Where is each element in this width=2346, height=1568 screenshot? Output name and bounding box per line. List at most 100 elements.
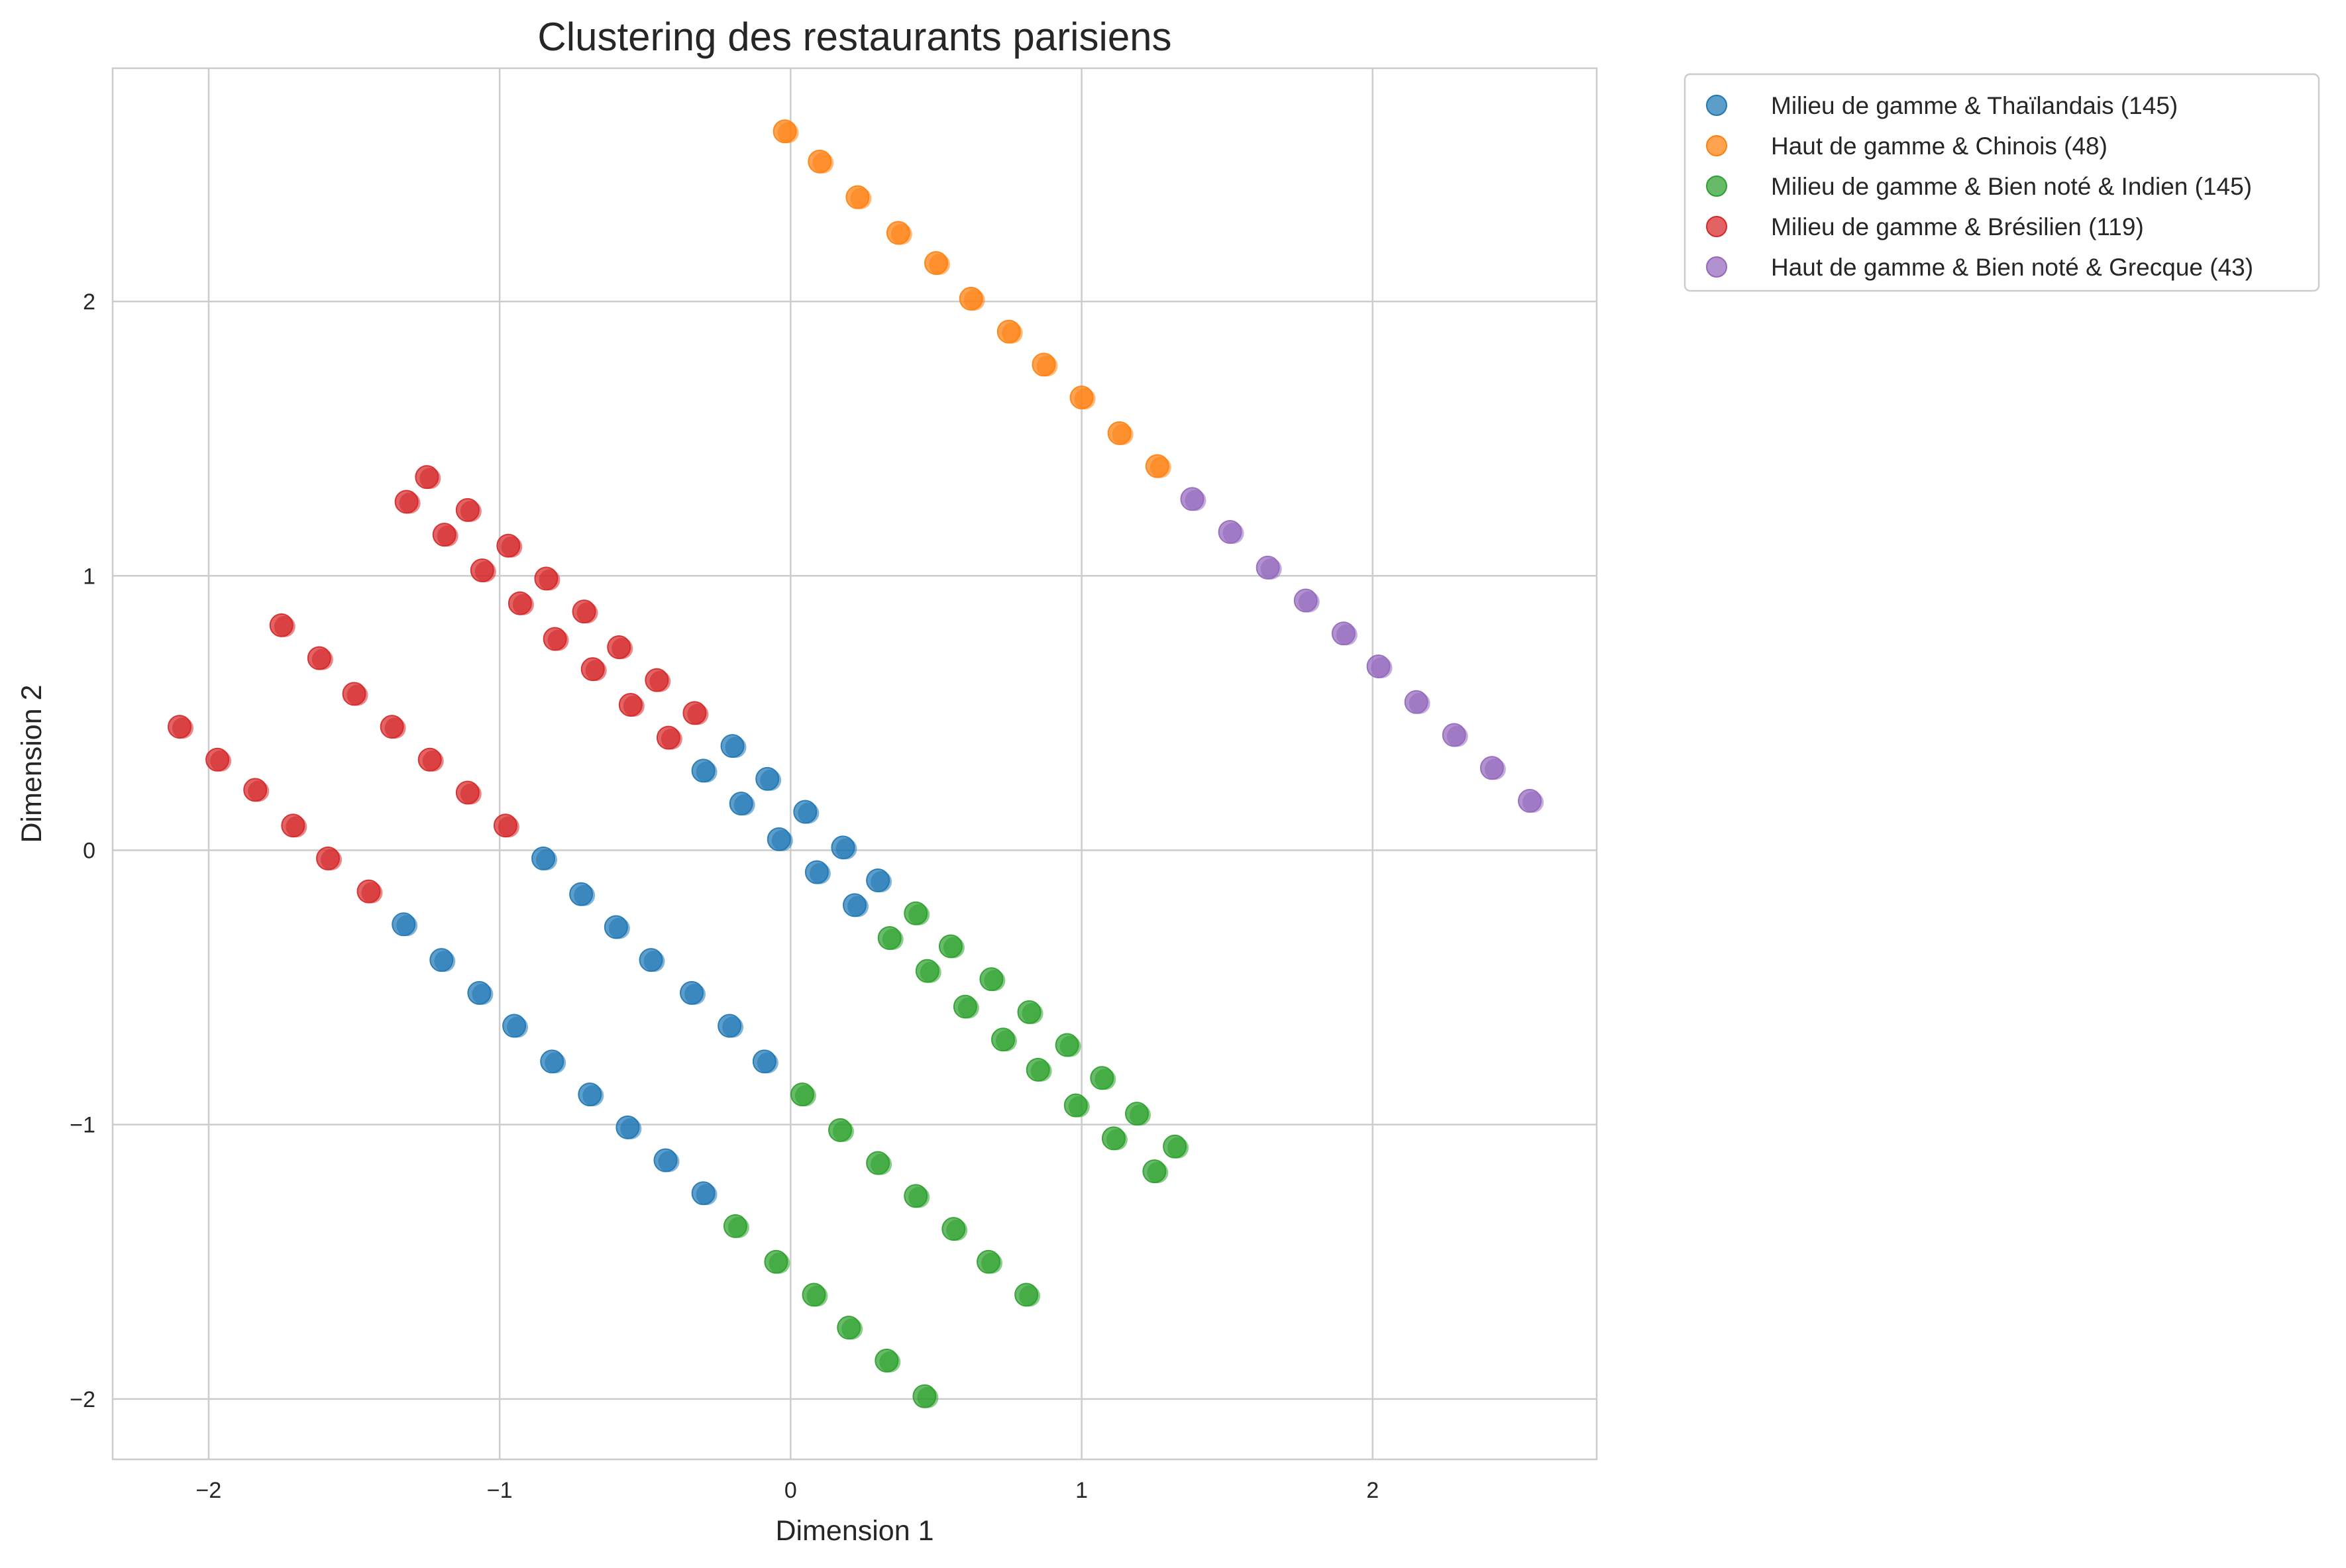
data-point-overlap	[777, 122, 799, 144]
data-point-overlap	[1001, 322, 1023, 344]
data-point-overlap	[879, 1351, 901, 1373]
data-point-overlap	[696, 761, 718, 783]
x-tick-label: −2	[196, 1478, 222, 1503]
data-point-overlap	[539, 569, 560, 591]
data-point-overlap	[1167, 1137, 1189, 1159]
data-point-overlap	[687, 704, 709, 725]
series-4	[1180, 487, 1544, 813]
data-point-overlap	[812, 152, 834, 174]
y-tick-label: −2	[70, 1387, 95, 1412]
data-point-overlap	[725, 737, 747, 758]
data-point-overlap	[890, 223, 912, 245]
data-point-overlap	[1409, 692, 1430, 714]
data-point-overlap	[501, 536, 523, 558]
data-point-overlap	[286, 816, 307, 838]
legend-marker	[1706, 135, 1727, 156]
data-point-overlap	[684, 983, 706, 1005]
data-point-overlap	[727, 1216, 749, 1238]
data-point-overlap	[722, 1016, 744, 1038]
data-point-overlap	[545, 1052, 566, 1074]
y-tick-label: 1	[83, 564, 95, 589]
grid	[113, 68, 1597, 1459]
data-point-overlap	[835, 838, 857, 860]
data-point-overlap	[794, 1085, 816, 1107]
data-point-overlap	[576, 602, 598, 624]
data-point-overlap	[1484, 758, 1506, 780]
data-point-overlap	[434, 951, 456, 972]
data-point-overlap	[460, 783, 482, 805]
data-point-overlap	[399, 492, 421, 514]
data-point-overlap	[882, 929, 904, 951]
data-point-overlap	[908, 1186, 930, 1208]
data-point-overlap	[1222, 523, 1244, 544]
legend-label: Milieu de gamme & Thaïlandais (145)	[1771, 92, 2178, 119]
data-point-overlap	[547, 629, 569, 651]
data-point-overlap	[833, 1120, 855, 1142]
data-point-overlap	[1022, 1002, 1043, 1024]
data-point-overlap	[643, 951, 665, 972]
data-point-overlap	[210, 750, 232, 772]
data-point-overlap	[472, 983, 494, 1005]
data-point-overlap	[248, 780, 270, 802]
data-point-overlap	[321, 849, 343, 870]
data-point-overlap	[620, 1118, 642, 1139]
plot-frame	[111, 67, 1598, 1461]
data-point-overlap	[769, 1252, 790, 1274]
legend-label: Milieu de gamme & Brésilien (119)	[1771, 213, 2144, 240]
data-point-overlap	[608, 917, 630, 939]
data-point-overlap	[946, 1220, 968, 1241]
data-point-overlap	[1371, 656, 1393, 678]
data-point-overlap	[920, 961, 941, 983]
data-point-overlap	[274, 615, 295, 637]
data-point-overlap	[396, 915, 418, 937]
data-point-overlap	[757, 1052, 778, 1074]
data-point-overlap	[422, 750, 444, 772]
data-point-overlap	[474, 560, 496, 582]
data-point-overlap	[1074, 388, 1096, 410]
data-point-overlap	[612, 637, 633, 659]
data-point-overlap	[996, 1030, 1017, 1052]
data-point-overlap	[311, 649, 333, 670]
data-point-overlap	[841, 1318, 863, 1340]
data-point-overlap	[984, 970, 1006, 992]
data-point-overlap	[582, 1085, 604, 1107]
legend-marker	[1706, 256, 1727, 278]
data-point-overlap	[1106, 1129, 1128, 1151]
y-tick-label: −1	[70, 1113, 95, 1138]
x-tick-label: 0	[784, 1478, 797, 1503]
data-point-overlap	[1068, 1096, 1090, 1118]
data-point-overlap	[507, 1016, 529, 1038]
data-point-overlap	[1260, 558, 1282, 580]
data-point-overlap	[658, 1151, 680, 1173]
data-point-overlap	[649, 670, 671, 692]
legend-marker	[1706, 95, 1727, 116]
data-point-overlap	[419, 468, 441, 490]
legend: Milieu de gamme & Thaïlandais (145) Haut …	[1683, 73, 2320, 292]
data-point-overlap	[437, 525, 458, 547]
data-point-overlap	[917, 1386, 939, 1408]
data-point-overlap	[172, 717, 194, 739]
data-point-overlap	[1019, 1285, 1041, 1307]
data-point-overlap	[585, 660, 607, 682]
data-point-overlap	[696, 1184, 718, 1206]
data-points	[168, 119, 1544, 1408]
data-point-overlap	[661, 728, 682, 750]
data-point-overlap	[574, 884, 596, 906]
y-tick-label: 0	[83, 838, 95, 863]
data-point-overlap	[1059, 1035, 1081, 1057]
data-point-overlap	[1522, 791, 1544, 813]
data-point-overlap	[536, 849, 558, 870]
data-point-overlap	[1446, 725, 1468, 747]
x-axis-label: Dimension 1	[776, 1515, 934, 1547]
data-point-overlap	[1112, 423, 1134, 445]
chart-title: Clustering des restaurants parisiens	[537, 15, 1171, 59]
data-point-overlap	[361, 882, 383, 904]
tick-labels: −2 −1 0 1 2 −2 −1 0 1 2	[70, 289, 1379, 1503]
x-tick-label: −1	[487, 1478, 513, 1503]
data-point-overlap	[1149, 456, 1171, 478]
data-point-overlap	[498, 816, 519, 838]
legend-label: Haut de gamme & Chinois (48)	[1771, 132, 2107, 160]
data-point-overlap	[908, 904, 930, 925]
data-point-overlap	[1130, 1104, 1151, 1126]
